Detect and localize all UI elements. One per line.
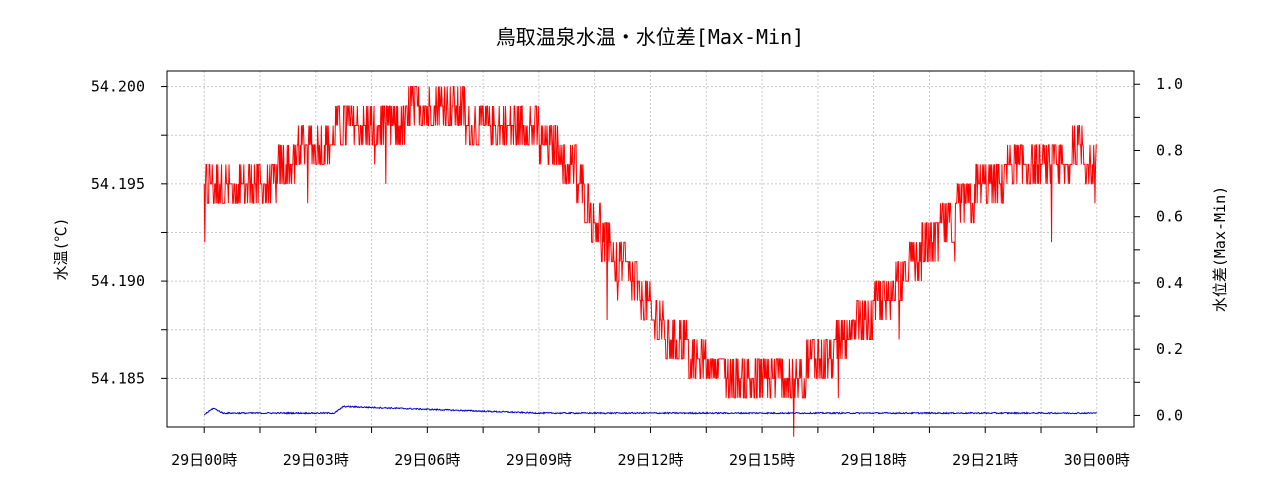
y-left-tick-label: 54.190: [91, 272, 145, 290]
y-right-tick-label: 0.4: [1156, 274, 1183, 292]
x-tick-label: 29日18時: [841, 451, 907, 469]
x-tick-label: 30日00時: [1064, 451, 1130, 469]
y-axis-label-left: 水温(℃): [52, 217, 70, 280]
y-left-tick-label: 54.185: [91, 369, 145, 387]
water-level-diff-line: [203, 405, 1097, 416]
x-tick-label: 29日12時: [617, 451, 683, 469]
x-tick-label: 29日15時: [729, 451, 795, 469]
axes: 29日00時 29日03時 29日06時 29日09時 29日12時 29日15時 29日1…: [91, 75, 1183, 469]
grid: [167, 71, 1134, 427]
x-tick-label: 29日09時: [506, 451, 572, 469]
y-axis-label-right: 水位差(Max-Min): [1211, 186, 1229, 312]
chart-title: 鳥取温泉水温・水位差[Max-Min]: [496, 25, 804, 49]
y-right-tick-label: 0.6: [1156, 208, 1183, 226]
y-right-tick-label: 1.0: [1156, 75, 1183, 93]
x-tick-label: 29日06時: [394, 451, 460, 469]
temperature-line: [203, 86, 1097, 437]
y-right-tick-label: 0.8: [1156, 141, 1183, 159]
y-right-tick-label: 0.2: [1156, 340, 1183, 358]
y-left-tick-label: 54.195: [91, 175, 145, 193]
y-right-tick-label: 0.0: [1156, 406, 1183, 424]
x-tick-label: 29日21時: [952, 451, 1018, 469]
x-tick-label: 29日03時: [283, 451, 349, 469]
y-left-tick-label: 54.200: [91, 78, 145, 96]
x-tick-label: 29日00時: [171, 451, 237, 469]
series-layer: [203, 86, 1097, 437]
